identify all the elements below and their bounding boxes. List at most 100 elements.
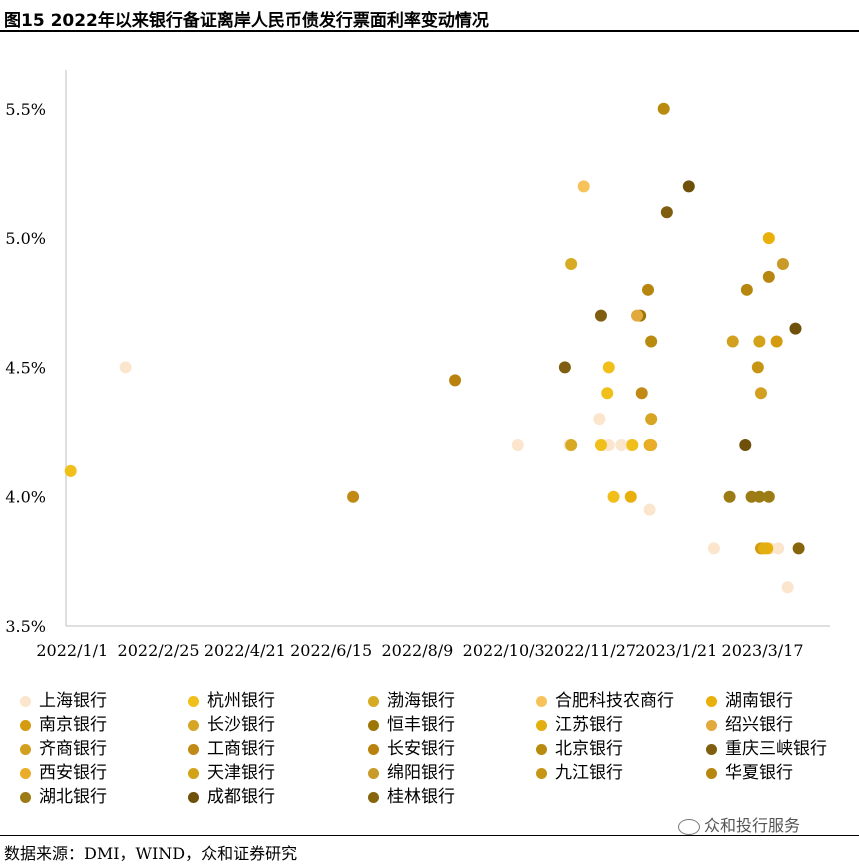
legend-item: 恒丰银行 bbox=[368, 710, 455, 735]
x-tick-label: 2023/3/17 bbox=[722, 641, 804, 660]
legend-item: 天津银行 bbox=[188, 758, 275, 783]
legend-marker bbox=[536, 743, 547, 755]
legend-label: 工商银行 bbox=[207, 739, 275, 759]
y-tick-label: 3.5% bbox=[5, 617, 46, 636]
legend-item: 上海银行 bbox=[20, 686, 107, 711]
legend-item: 西安银行 bbox=[20, 758, 107, 783]
legend-marker bbox=[706, 719, 717, 731]
data-point bbox=[726, 335, 739, 348]
legend-marker bbox=[188, 791, 199, 803]
x-tick-label: 2023/1/21 bbox=[635, 641, 717, 660]
legend-label: 重庆三峡银行 bbox=[725, 739, 827, 759]
legend-label: 南京银行 bbox=[39, 715, 107, 735]
legend-item: 重庆三峡银行 bbox=[706, 734, 827, 759]
legend-marker bbox=[20, 719, 31, 731]
legend-item: 湖北银行 bbox=[20, 782, 107, 807]
legend-label: 渤海银行 bbox=[387, 691, 455, 711]
legend-marker bbox=[20, 743, 31, 755]
data-point bbox=[645, 335, 658, 348]
x-tick-label: 2022/8/9 bbox=[381, 641, 453, 660]
data-point bbox=[635, 387, 648, 400]
legend-label: 长沙银行 bbox=[207, 715, 275, 735]
data-point bbox=[754, 387, 767, 400]
data-point bbox=[642, 283, 655, 296]
data-point bbox=[602, 361, 615, 374]
legend-item: 杭州银行 bbox=[188, 686, 275, 711]
legend-marker bbox=[368, 695, 379, 707]
legend-item: 齐商银行 bbox=[20, 734, 107, 759]
x-tick-label: 2022/1/1 bbox=[36, 641, 108, 660]
data-point bbox=[624, 490, 637, 503]
legend-label: 西安银行 bbox=[39, 763, 107, 783]
legend-item: 北京银行 bbox=[536, 734, 623, 759]
data-point bbox=[593, 413, 606, 426]
legend-marker bbox=[536, 767, 547, 779]
data-point bbox=[753, 490, 766, 503]
legend-marker bbox=[188, 743, 199, 755]
data-point bbox=[772, 542, 785, 555]
data-point bbox=[723, 490, 736, 503]
x-tick-label: 2022/10/3 bbox=[463, 641, 545, 660]
x-tick-label: 2022/11/27 bbox=[544, 641, 636, 660]
legend-item: 湖南银行 bbox=[706, 686, 793, 711]
legend-item: 南京银行 bbox=[20, 710, 107, 735]
legend-marker bbox=[536, 695, 547, 707]
data-point bbox=[615, 438, 628, 451]
legend-marker bbox=[536, 719, 547, 731]
legend-item: 绵阳银行 bbox=[368, 758, 455, 783]
legend-marker bbox=[706, 695, 717, 707]
data-point bbox=[740, 283, 753, 296]
legend-marker bbox=[706, 743, 717, 755]
legend-label: 江苏银行 bbox=[555, 715, 623, 735]
data-point bbox=[776, 257, 789, 270]
data-point bbox=[770, 335, 783, 348]
y-tick-label: 4.5% bbox=[5, 358, 46, 377]
legend-label: 华夏银行 bbox=[725, 763, 793, 783]
data-point bbox=[347, 490, 360, 503]
legend-item: 合肥科技农商行 bbox=[536, 686, 674, 711]
legend-item: 九江银行 bbox=[536, 758, 623, 783]
legend-marker bbox=[188, 719, 199, 731]
data-point bbox=[558, 361, 571, 374]
x-tick-label: 2022/2/25 bbox=[118, 641, 200, 660]
data-point bbox=[758, 542, 771, 555]
legend-item: 渤海银行 bbox=[368, 686, 455, 711]
legend-label: 恒丰银行 bbox=[387, 715, 455, 735]
legend-item: 成都银行 bbox=[188, 782, 275, 807]
legend-label: 绍兴银行 bbox=[725, 715, 793, 735]
legend-label: 桂林银行 bbox=[387, 787, 455, 807]
data-point bbox=[751, 361, 764, 374]
title-divider bbox=[0, 30, 859, 32]
data-point bbox=[707, 542, 720, 555]
data-point bbox=[660, 206, 673, 219]
source-note: 数据来源：DMI，WIND，众和证券研究 bbox=[4, 844, 298, 863]
x-tick-label: 2022/6/15 bbox=[290, 641, 372, 660]
wechat-icon bbox=[678, 818, 700, 835]
y-tick-label: 5.5% bbox=[5, 100, 46, 119]
page-title: 图15 2022年以来银行备证离岸人民币债发行票面利率变动情况 bbox=[4, 11, 489, 31]
legend-label: 九江银行 bbox=[555, 763, 623, 783]
legend-label: 湖南银行 bbox=[725, 691, 793, 711]
legend-label: 北京银行 bbox=[555, 739, 623, 759]
data-point bbox=[565, 438, 578, 451]
x-tick-label: 2022/4/21 bbox=[204, 641, 286, 660]
legend-item: 绍兴银行 bbox=[706, 710, 793, 735]
scatter-chart: 3.5%4.0%4.5%5.0%5.5%2022/1/1 2022/2/25 202… bbox=[5, 70, 830, 660]
data-point bbox=[626, 438, 639, 451]
watermark: 众和投行服务 bbox=[678, 812, 800, 836]
legend-item: 工商银行 bbox=[188, 734, 275, 759]
legend-item: 长安银行 bbox=[368, 734, 455, 759]
data-point bbox=[781, 581, 794, 594]
legend-label: 成都银行 bbox=[207, 787, 275, 807]
data-point bbox=[511, 438, 524, 451]
data-point bbox=[789, 322, 802, 335]
data-point bbox=[631, 309, 644, 322]
legend-marker bbox=[368, 767, 379, 779]
legend-marker bbox=[20, 791, 31, 803]
data-point bbox=[645, 438, 658, 451]
data-point bbox=[753, 335, 766, 348]
data-point bbox=[792, 542, 805, 555]
legend-marker bbox=[188, 767, 199, 779]
legend-label: 长安银行 bbox=[387, 739, 455, 759]
legend-label: 上海银行 bbox=[39, 691, 107, 711]
